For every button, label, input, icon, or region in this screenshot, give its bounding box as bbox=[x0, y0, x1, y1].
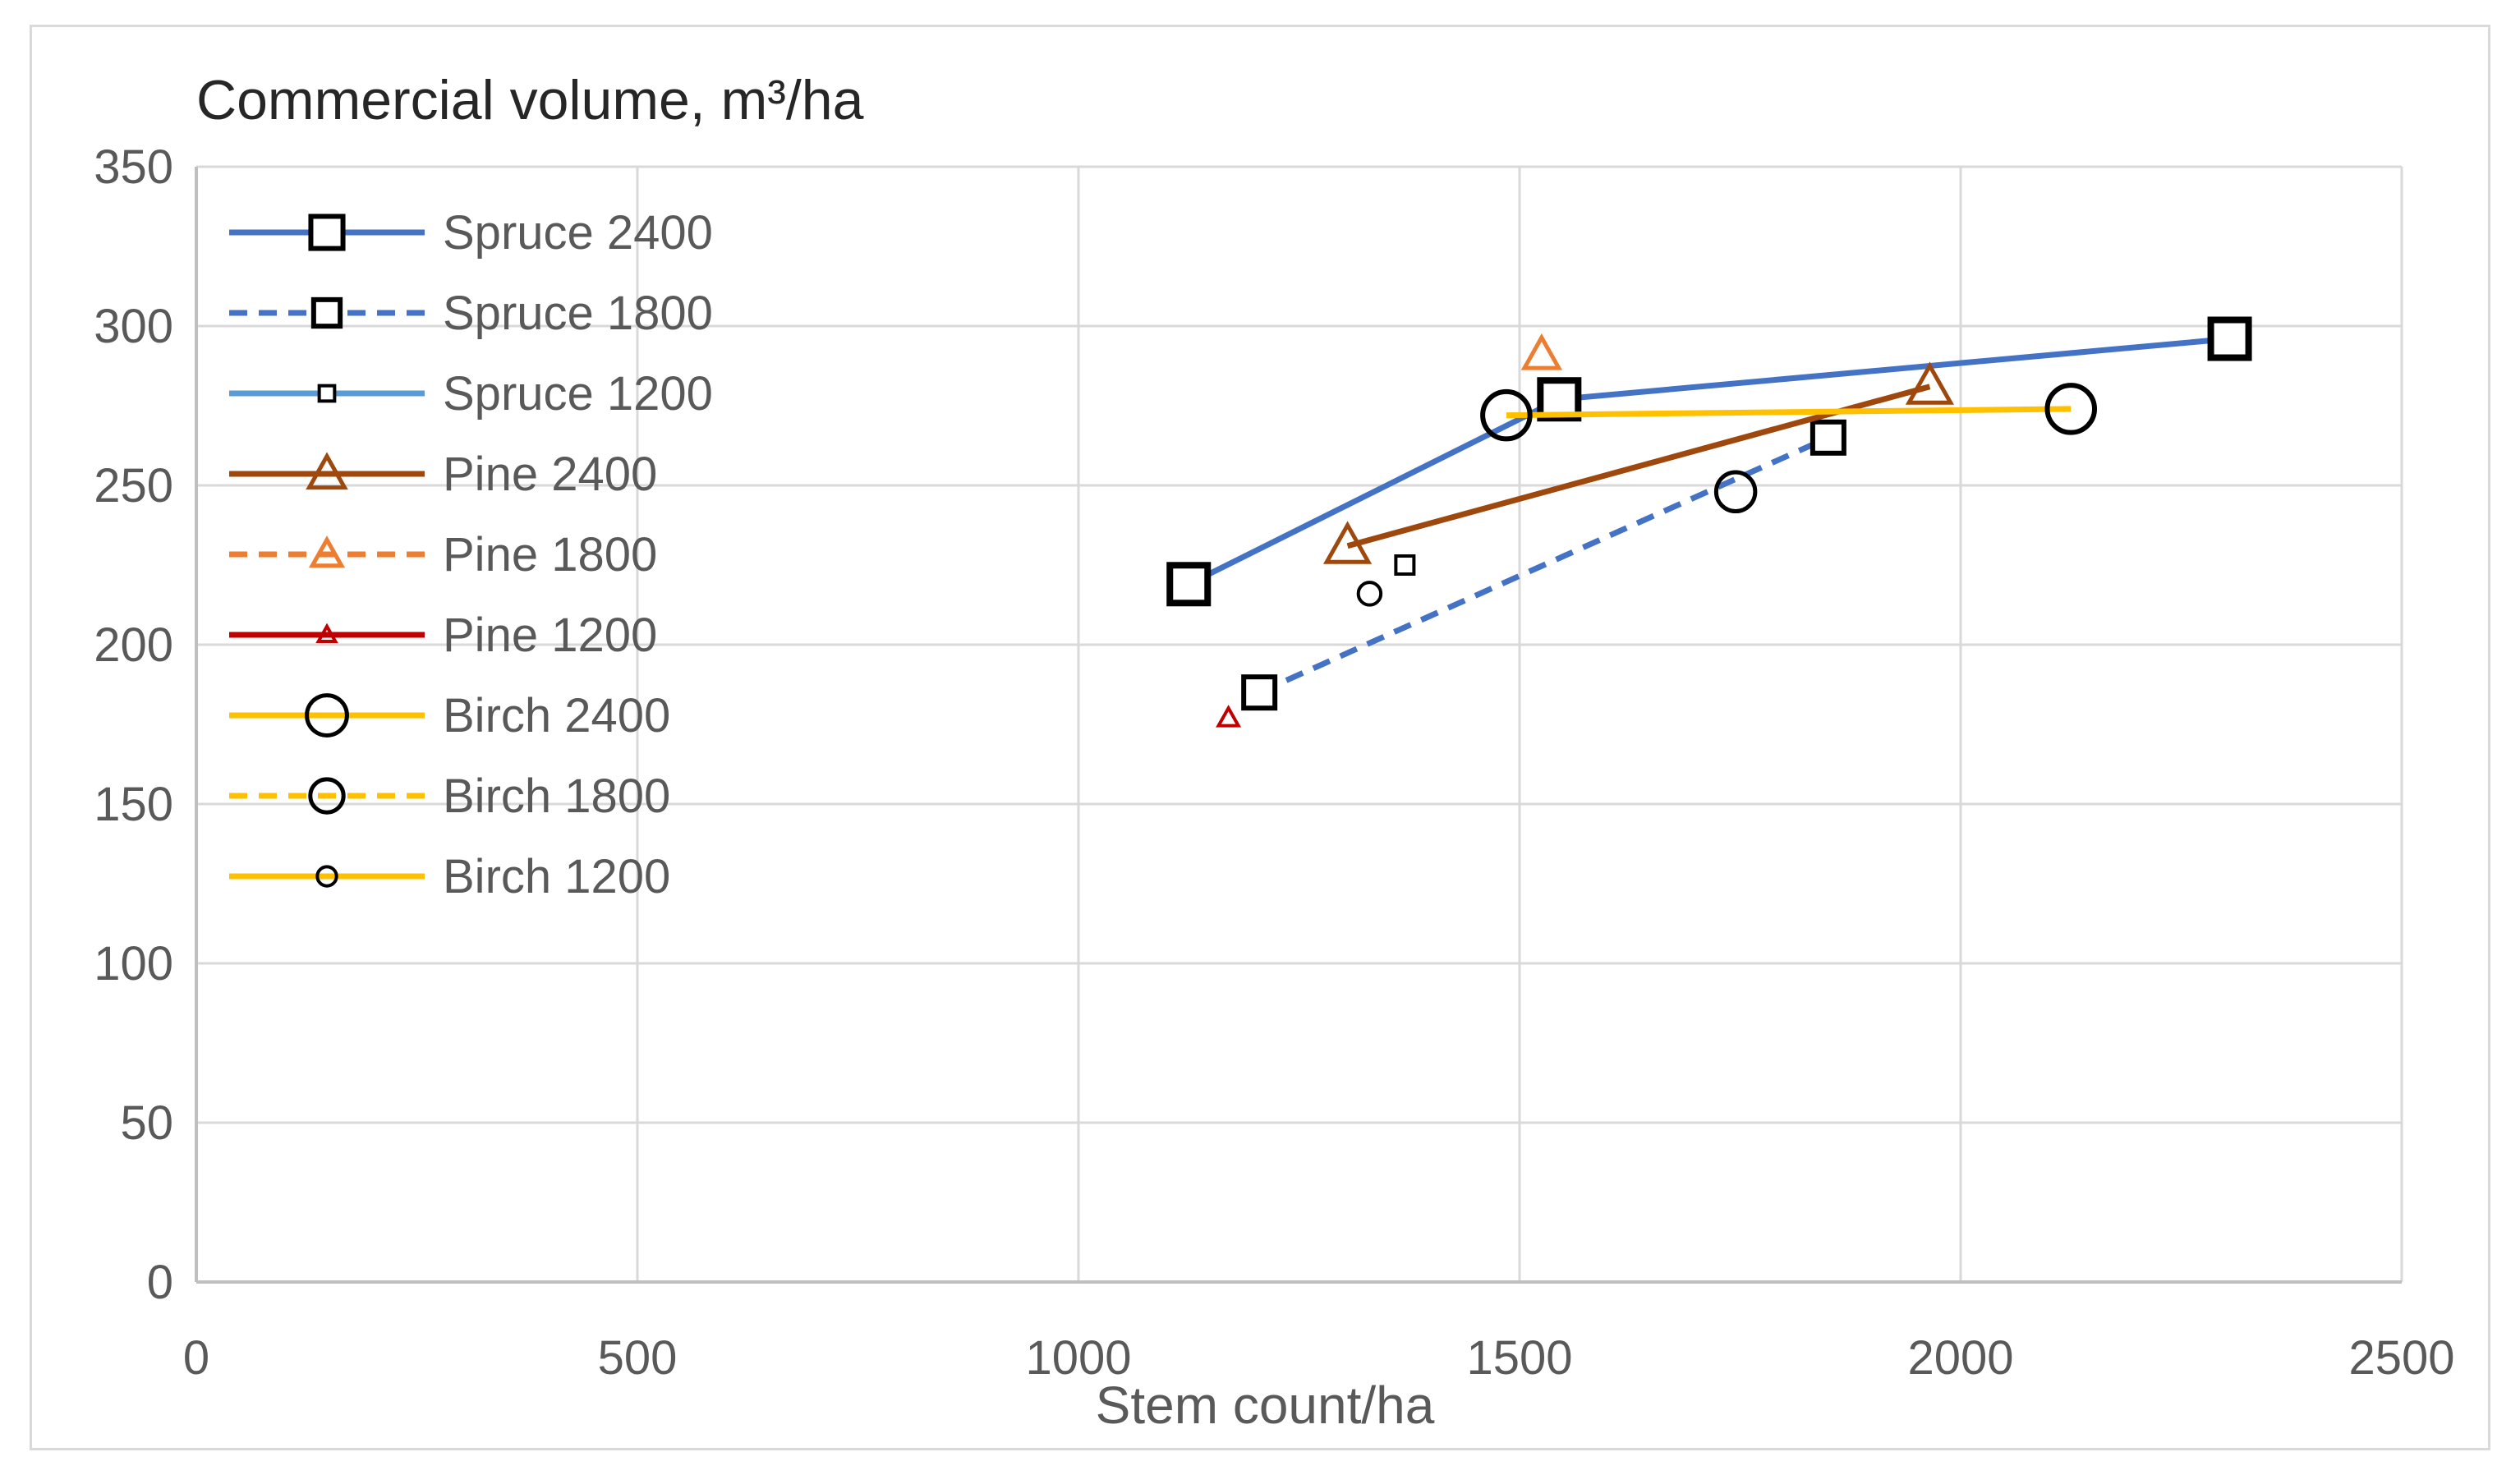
y-tick-label: 0 bbox=[147, 1256, 173, 1309]
legend-entry-pine-2400: Pine 2400 bbox=[229, 448, 657, 501]
legend-label: Spruce 1800 bbox=[443, 287, 713, 340]
legend-marker bbox=[315, 623, 338, 643]
legend-marker bbox=[310, 296, 343, 329]
legend-label: Pine 1200 bbox=[443, 609, 657, 662]
data-point-pine-1800 bbox=[1520, 333, 1563, 370]
series-line-birch-2400 bbox=[1506, 406, 2072, 419]
legend-marker bbox=[308, 777, 346, 815]
data-point-spruce-2400 bbox=[1166, 562, 1212, 607]
data-point-pine-2400 bbox=[1322, 521, 1373, 564]
legend-entry-birch-1200: Birch 1200 bbox=[229, 850, 670, 903]
x-tick-label: 0 bbox=[183, 1331, 209, 1385]
series-birch-1800 bbox=[1713, 470, 1758, 514]
data-point-spruce-1200 bbox=[1394, 554, 1416, 576]
y-tick-label: 150 bbox=[94, 778, 173, 831]
data-point-spruce-2400 bbox=[2207, 316, 2252, 361]
data-point-birch-2400 bbox=[1480, 388, 1533, 442]
series-pine-2400 bbox=[1322, 361, 1954, 564]
x-tick-label: 500 bbox=[598, 1331, 678, 1385]
x-tick-label: 2500 bbox=[2348, 1331, 2454, 1385]
x-tick-label: 2000 bbox=[1907, 1331, 2013, 1385]
legend-marker bbox=[305, 693, 349, 738]
x-tick-label: 1000 bbox=[1025, 1331, 1131, 1385]
series-line-spruce-2400 bbox=[1187, 336, 2230, 587]
legend-entry-spruce-1800: Spruce 1800 bbox=[229, 287, 713, 340]
legend-label: Spruce 2400 bbox=[443, 206, 713, 260]
legend-label: Birch 2400 bbox=[443, 689, 670, 742]
chart-title: Commercial volume, m³/ha bbox=[196, 69, 864, 131]
gridlines bbox=[196, 165, 2403, 1282]
series-pine-1200 bbox=[1216, 705, 1242, 728]
y-tick-label: 300 bbox=[94, 300, 173, 353]
series-line-spruce-1800 bbox=[1258, 434, 1830, 696]
legend-entry-spruce-1200: Spruce 1200 bbox=[229, 367, 713, 420]
legend-label: Birch 1800 bbox=[443, 770, 670, 823]
chart-frame: Commercial volume, m³/ha 0 50 100 150 200 250… bbox=[30, 25, 2490, 1450]
y-tick-label: 350 bbox=[94, 140, 173, 194]
series-group bbox=[1166, 316, 2252, 728]
legend-entry-birch-1800: Birch 1800 bbox=[229, 770, 670, 823]
legend-entry-pine-1200: Pine 1200 bbox=[229, 609, 657, 662]
legend-marker bbox=[308, 214, 346, 251]
data-point-spruce-1800 bbox=[1241, 674, 1278, 711]
chart: Commercial volume, m³/ha 0 50 100 150 200 250… bbox=[94, 69, 2454, 1435]
data-point-birch-1800 bbox=[1713, 470, 1758, 514]
y-tick-label: 200 bbox=[94, 618, 173, 672]
legend-entry-pine-1800: Pine 1800 bbox=[229, 528, 657, 581]
data-point-pine-2400 bbox=[1905, 361, 1954, 405]
legend-label: Pine 2400 bbox=[443, 448, 657, 501]
legend-label: Pine 1800 bbox=[443, 528, 657, 581]
data-point-pine-1200 bbox=[1216, 705, 1242, 728]
data-point-birch-2400 bbox=[2044, 383, 2097, 435]
series-spruce-1200 bbox=[1394, 554, 1416, 576]
series-birch-1200 bbox=[1356, 581, 1383, 607]
x-axis-title: Stem count/ha bbox=[1096, 1376, 1435, 1435]
x-tick-label: 1500 bbox=[1466, 1331, 1572, 1385]
data-point-spruce-1800 bbox=[1810, 419, 1846, 456]
legend-entry-spruce-2400: Spruce 2400 bbox=[229, 206, 713, 260]
y-tick-label: 250 bbox=[94, 459, 173, 512]
series-birch-2400 bbox=[1480, 383, 2097, 442]
axes: 0 50 100 150 200 250 300 350 0 500 1000 1500 2000 250… bbox=[94, 140, 2454, 1385]
y-tick-label: 100 bbox=[94, 937, 173, 990]
legend-marker bbox=[308, 535, 346, 568]
series-pine-1800 bbox=[1520, 333, 1563, 370]
legend-marker bbox=[317, 384, 337, 403]
legend: Spruce 2400 Spruce 1800 Spruce 1200 Pine 24… bbox=[229, 206, 713, 903]
data-point-birch-1200 bbox=[1356, 581, 1383, 607]
legend-entry-birch-2400: Birch 2400 bbox=[229, 689, 670, 742]
series-spruce-1800 bbox=[1241, 419, 1846, 711]
legend-label: Spruce 1200 bbox=[443, 367, 713, 420]
y-tick-label: 50 bbox=[120, 1096, 173, 1150]
legend-marker bbox=[315, 865, 338, 888]
legend-label: Birch 1200 bbox=[443, 850, 670, 903]
legend-marker bbox=[306, 452, 348, 490]
